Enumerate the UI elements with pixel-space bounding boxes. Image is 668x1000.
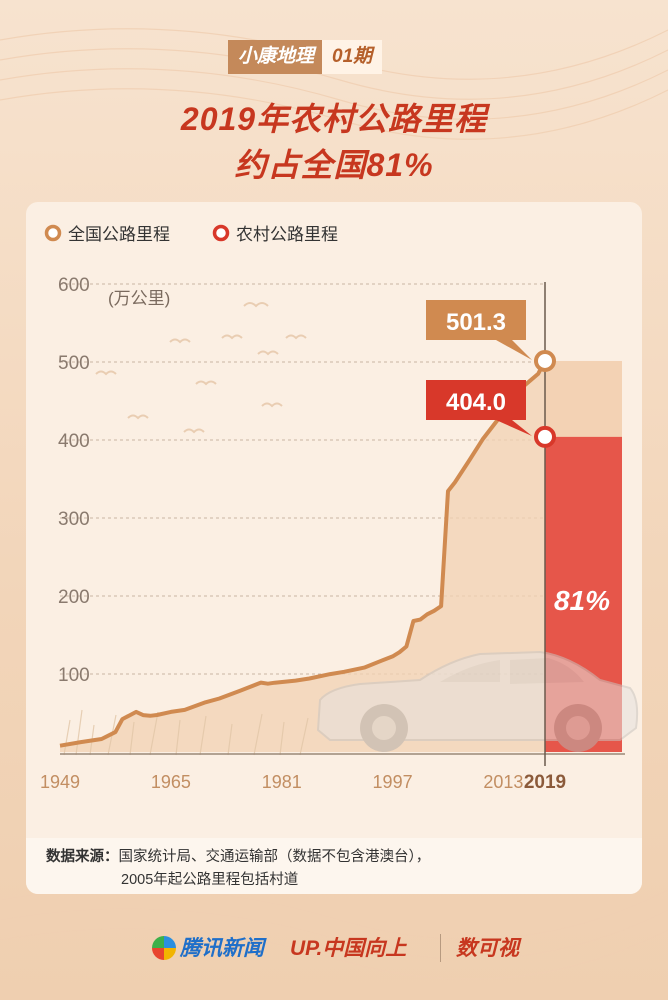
callout-national-pointer xyxy=(496,340,532,360)
footer-brands: 腾讯新闻 UP.中国向上 数可视 xyxy=(0,928,668,964)
marker-national-2019 xyxy=(534,349,556,372)
callout-national-value: 501.3 xyxy=(446,309,506,336)
footer-divider xyxy=(440,934,441,962)
legend-marker-national-icon xyxy=(44,224,62,242)
y-tick-labels: 100 200 300 400 500 600 xyxy=(58,275,90,686)
y-axis-unit-label: (万公里) xyxy=(108,289,170,308)
x-tick-label-1997: 1997 xyxy=(373,772,413,792)
x-tick-label-1949: 1949 xyxy=(40,772,80,792)
source-panel xyxy=(26,838,642,894)
legend-marker-rural-icon xyxy=(212,224,230,242)
legend-item-rural: 农村公路里程 xyxy=(212,220,338,245)
x-tick-labels: 1949 1965 1981 1997 2013 2019 xyxy=(40,772,566,793)
source-label: 数据来源： xyxy=(46,849,119,865)
legend-label-national: 全国公路里程 xyxy=(68,225,170,244)
tag-series-name: 小康地理 xyxy=(228,40,323,74)
brand-shukeshi: 数可视 xyxy=(456,937,519,960)
data-source-note: 数据来源：国家统计局、交通运输部（数据不包含港澳台）， 2005年起公路里程包括… xyxy=(46,846,430,892)
rural-share-label: 81% xyxy=(554,585,610,616)
tencent-news-logo-icon xyxy=(152,936,176,960)
callout-rural-box xyxy=(426,380,526,420)
x-tick-label-2013: 2013 xyxy=(483,772,523,792)
page-title-line1: 2019年农村公路里程 xyxy=(180,101,488,137)
callout-rural-pointer xyxy=(496,420,532,436)
issue-tag: 小康地理 01期 xyxy=(228,40,383,74)
car-illustration-icon xyxy=(316,650,639,752)
legend-label-rural: 农村公路里程 xyxy=(236,225,338,244)
x-tick-label-1981: 1981 xyxy=(262,772,302,792)
national-series-line xyxy=(59,360,547,748)
legend-item-national: 全国公路里程 xyxy=(44,220,170,245)
callout-rural-value: 404.0 xyxy=(446,389,506,416)
x-tick-label-2019: 2019 xyxy=(524,772,566,793)
y-tick-label-400: 400 xyxy=(58,431,90,452)
x-tick-label-1965: 1965 xyxy=(151,772,191,792)
y-tick-label-600: 600 xyxy=(58,275,90,296)
y-tick-label-200: 200 xyxy=(58,587,90,608)
national-area-fill xyxy=(60,361,545,752)
y-tick-label-100: 100 xyxy=(58,665,90,686)
y-tick-label-500: 500 xyxy=(58,353,90,374)
tag-issue-number: 01期 xyxy=(322,40,383,74)
marker-rural-2019 xyxy=(534,425,556,448)
brand-tencent-news: 腾讯新闻 xyxy=(180,937,264,960)
endpoint-markers xyxy=(534,349,556,448)
brand-up-china: UP.中国向上 xyxy=(290,937,407,960)
callout-national-box xyxy=(426,300,526,340)
y-tick-label-300: 300 xyxy=(58,509,90,530)
birds-illustration-icon xyxy=(95,302,307,434)
page-title-line2: 约占全国81% xyxy=(234,147,434,183)
source-line2: 2005年起公路里程包括村道 xyxy=(121,872,299,888)
value-callouts: 501.3 404.0 xyxy=(426,300,532,436)
source-line1: 国家统计局、交通运输部（数据不包含港澳台）， xyxy=(118,849,431,865)
